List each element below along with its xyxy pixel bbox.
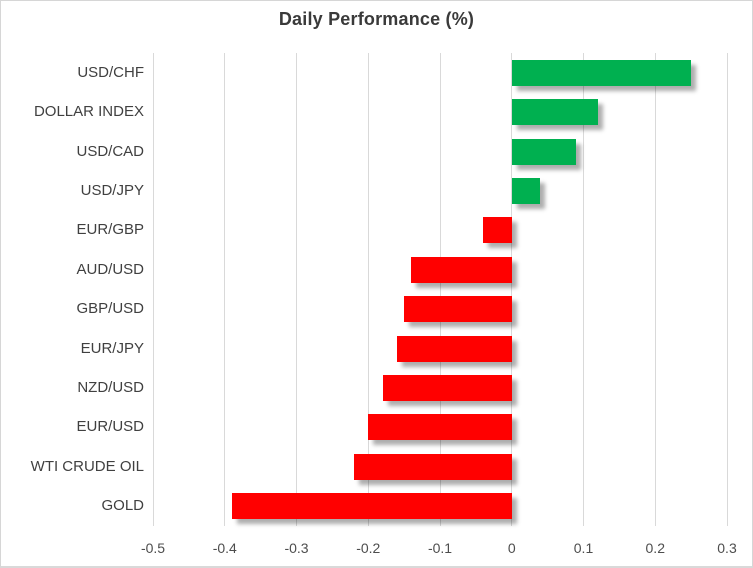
category-label-aud-usd: AUD/USD: [76, 260, 144, 278]
bar-usd-chf: [511, 59, 692, 86]
category-label-eur-usd: EUR/USD: [76, 418, 144, 436]
category-label-gbp-usd: GBP/USD: [76, 300, 144, 318]
x-tick-label: 0.3: [717, 540, 737, 556]
bar-usd-jpy: [511, 177, 541, 204]
bar-aud-usd: [411, 256, 512, 283]
bar-eur-usd: [368, 414, 512, 441]
gridline: [296, 53, 297, 526]
category-label-dollar-index: DOLLAR INDEX: [33, 103, 144, 121]
x-tick-label: -0.1: [427, 540, 453, 556]
x-tick-label: 0.2: [645, 540, 665, 556]
category-label-usd-chf: USD/CHF: [77, 63, 144, 81]
gridline: [583, 53, 584, 526]
bar-nzd-usd: [382, 375, 512, 402]
gridline: [152, 53, 154, 526]
gridline: [726, 53, 728, 526]
x-tick-label: -0.3: [284, 540, 309, 556]
gridline: [654, 53, 656, 526]
x-tick-label: -0.2: [356, 540, 381, 556]
bar-wti-crude-oil: [353, 453, 512, 480]
x-tick-label: -0.5: [140, 540, 166, 556]
gridline: [224, 53, 226, 526]
gridline: [511, 53, 513, 526]
gridline: [439, 53, 441, 526]
category-label-usd-jpy: USD/JPY: [80, 181, 144, 199]
bar-eur-gbp: [483, 217, 512, 244]
bar-eur-jpy: [396, 335, 512, 362]
bar-dollar-index: [511, 99, 598, 126]
bar-gold: [231, 493, 512, 520]
category-label-nzd-usd: NZD/USD: [77, 379, 144, 397]
x-tick-label: 0.1: [573, 540, 594, 556]
x-tick-label: -0.4: [212, 540, 237, 556]
category-label-wti-crude-oil: WTI CRUDE OIL: [30, 457, 144, 475]
category-label-gold: GOLD: [101, 497, 144, 515]
bar-gbp-usd: [404, 296, 512, 323]
chart-title: Daily Performance (%): [278, 9, 475, 29]
category-label-eur-gbp: EUR/GBP: [76, 221, 144, 239]
category-label-eur-jpy: EUR/JPY: [80, 339, 144, 357]
x-tick-label: 0: [507, 540, 516, 556]
gridline: [367, 53, 369, 526]
category-label-usd-cad: USD/CAD: [76, 142, 144, 160]
bar-usd-cad: [511, 138, 577, 165]
